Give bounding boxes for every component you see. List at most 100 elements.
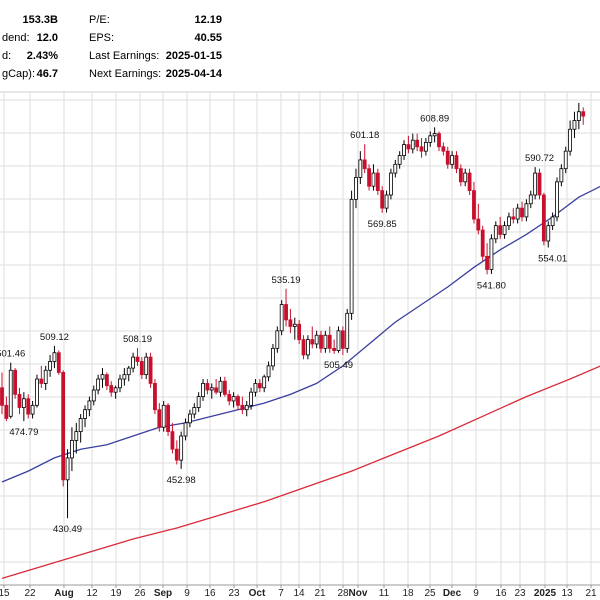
candle-body: [358, 159, 363, 178]
price-annotation: 474.79: [9, 427, 38, 438]
candle-body: [205, 383, 210, 391]
candle-body: [253, 383, 258, 393]
candle-body: [541, 194, 546, 242]
x-tick-label: 12: [86, 588, 98, 599]
stat-value-last-earnings: 2025-01-15: [166, 50, 222, 62]
candle-body: [336, 330, 341, 351]
candle: [157, 403, 162, 432]
candle: [428, 131, 433, 147]
candle: [406, 135, 411, 154]
price-annotation: 509.12: [40, 332, 69, 343]
candle-body: [8, 369, 13, 417]
grid: [0, 92, 600, 585]
candle: [402, 140, 406, 160]
candle: [74, 422, 79, 454]
stat-label-dividend: dend:: [2, 32, 30, 44]
candle-body: [153, 383, 157, 411]
candle: [537, 168, 542, 200]
candle: [253, 379, 258, 397]
candle: [70, 427, 74, 472]
candle: [458, 164, 463, 187]
candle-body: [489, 238, 494, 270]
candle: [244, 400, 249, 417]
candle-body: [441, 146, 446, 152]
candle: [161, 400, 166, 432]
candle-body: [161, 404, 166, 428]
candle: [218, 376, 223, 397]
candle-body: [249, 391, 253, 406]
x-tick-label: Aug: [54, 588, 73, 599]
candle-body: [61, 372, 66, 481]
ma-long-line: [1, 365, 600, 580]
candle-body: [297, 323, 302, 340]
ma-short-line: [1, 185, 600, 483]
price-annotation: 508.19: [123, 334, 152, 345]
candle: [166, 403, 170, 437]
x-tick-label: 21: [585, 588, 597, 599]
candle-body: [266, 365, 271, 378]
stats-panel-bg: [0, 0, 600, 92]
candle: [43, 365, 48, 390]
candle-body: [340, 330, 345, 349]
candle: [524, 199, 529, 222]
price-annotation: 535.19: [272, 275, 301, 286]
price-annotation: 541.80: [477, 280, 506, 291]
candle: [489, 234, 494, 274]
price-annotation: 430.49: [53, 524, 82, 535]
candle-body: [122, 374, 127, 380]
x-tick-label: 18: [402, 588, 414, 599]
candle: [371, 164, 376, 191]
candle: [48, 354, 52, 377]
candle: [61, 370, 66, 487]
candle-body: [227, 393, 232, 402]
candle-body: [520, 207, 524, 218]
candle-body: [83, 409, 87, 419]
candle: [555, 177, 559, 222]
candle-body: [345, 312, 350, 349]
candle-body: [100, 374, 105, 380]
candle: [515, 203, 520, 224]
candle: [498, 216, 503, 239]
x-axis: 15 22 Aug 12 19 26 Sep 9 16 23 Oct 7 14 21 28 Nov 11 18 25…: [0, 584, 600, 599]
candle-body: [410, 139, 415, 150]
candle-body: [507, 216, 511, 227]
candle: [576, 102, 581, 130]
price-annotation: 505.49: [324, 360, 353, 371]
candle-body: [118, 378, 122, 389]
candle-body: [144, 356, 149, 376]
candle: [550, 212, 555, 231]
candle-body: [393, 163, 398, 174]
candle-body: [502, 225, 507, 235]
candle: [201, 379, 205, 401]
candle: [139, 357, 144, 380]
candle-body: [240, 404, 245, 411]
x-tick-label: Dec: [443, 588, 462, 599]
price-annotation: 608.89: [420, 113, 449, 124]
candle-body: [43, 369, 48, 384]
candle: [528, 190, 533, 209]
candle-body: [174, 448, 179, 461]
candle: [454, 151, 459, 174]
x-tick-label: 22: [24, 588, 36, 599]
candle-body: [559, 168, 564, 183]
candle: [393, 159, 398, 178]
candle: [445, 146, 450, 169]
candle-body: [271, 347, 275, 367]
candle: [493, 221, 498, 244]
candle: [65, 449, 70, 519]
stat-label-pe: P/E:: [89, 14, 110, 26]
x-tick-label: Nov: [349, 588, 368, 599]
candle: [463, 168, 468, 187]
candle-body: [87, 400, 92, 411]
candle-body: [437, 133, 441, 148]
candle: [297, 319, 302, 344]
candle: [118, 374, 122, 393]
candle-body: [292, 323, 297, 327]
candle: [113, 385, 118, 399]
candle-body: [131, 356, 136, 369]
candle: [0, 372, 4, 415]
candle-body: [157, 409, 162, 428]
x-tick-label: 16: [204, 588, 216, 599]
x-tick-label: Oct: [249, 588, 266, 599]
candle: [109, 381, 114, 397]
